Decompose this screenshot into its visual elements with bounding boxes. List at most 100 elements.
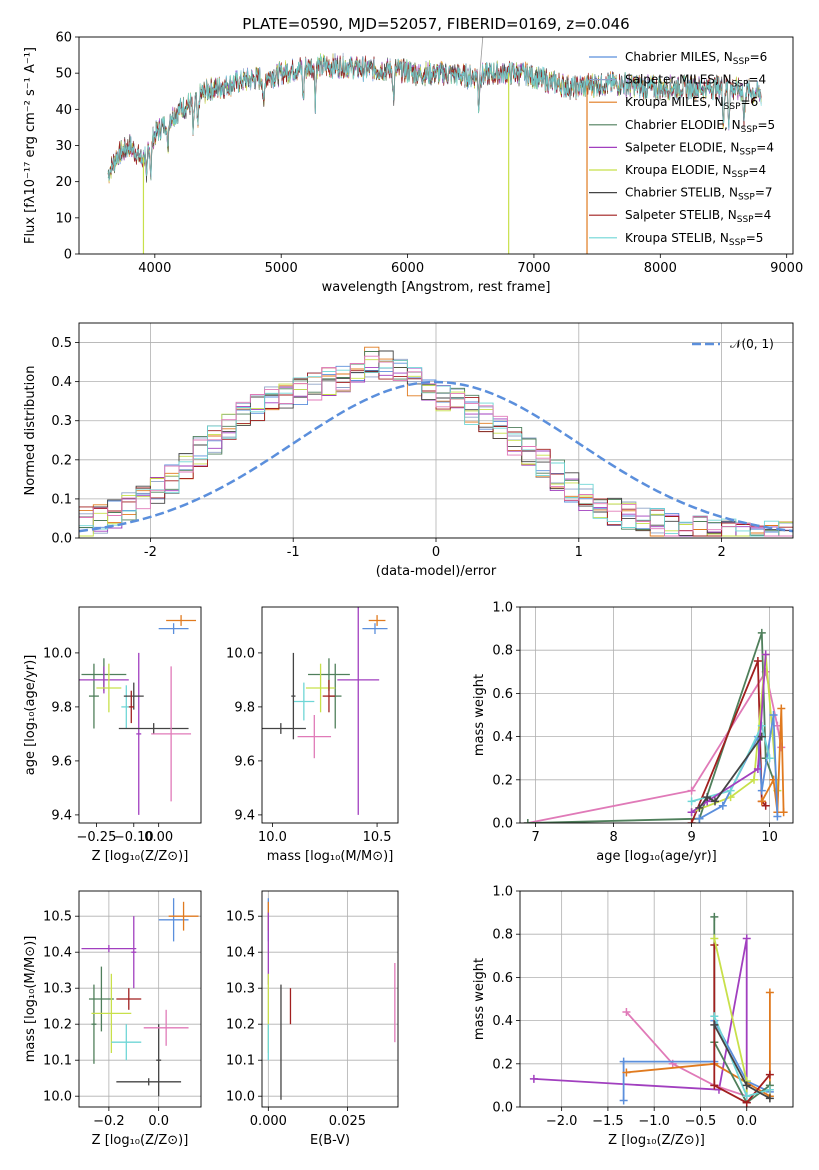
x-tick-label: 4000 <box>138 261 171 276</box>
weight-series <box>695 732 766 812</box>
y-tick-label: 20 <box>55 175 72 190</box>
legend-count: =4 <box>748 163 766 177</box>
errorbar-point <box>291 652 296 740</box>
weight-marker <box>710 1020 719 1029</box>
x-axis-label: (data-model)/error <box>376 564 497 579</box>
errorbar-point <box>156 1024 162 1097</box>
legend-entry: Salpeter ELODIE, NSSP=4 <box>625 140 774 157</box>
weight-marker <box>761 650 770 659</box>
legend-label: Chabrier STELIB, N <box>625 186 738 200</box>
y-tick-label: 10.2 <box>226 1018 255 1033</box>
plot-area <box>520 607 793 823</box>
plot-area <box>262 607 388 815</box>
x-axis-label: mass [log₁₀(M/M⊙)] <box>267 849 394 864</box>
legend-entry: Chabrier ELODIE, NSSP=5 <box>625 118 775 135</box>
panel-spectrum: 4000 5000 6000 7000 8000 9000 0 10 20 30 40 50 60 wav… <box>23 31 803 296</box>
weight-line <box>527 632 775 823</box>
x-tick-label: 9000 <box>770 261 803 276</box>
histogram-series <box>79 355 793 538</box>
legend-subscript: SSP <box>724 102 741 112</box>
panel-weight_vs_age: 7 8 9 10 0.0 0.2 0.4 0.6 0.8 1.0 age [log₁₀(age/yr… <box>472 601 794 864</box>
legend-entry: Chabrier MILES, NSSP=6 <box>625 50 767 67</box>
errorbar-point <box>96 663 122 713</box>
weight-marker <box>765 1085 774 1094</box>
y-tick-label: 0.4 <box>492 1014 513 1029</box>
axes-frame <box>261 890 399 1108</box>
legend-entry: Chabrier STELIB, NSSP=7 <box>625 186 773 203</box>
errorbar-point <box>91 973 132 1053</box>
errorbar-point <box>305 663 336 713</box>
x-axis-label: wavelength [Angstrom, rest frame] <box>322 280 551 295</box>
x-axis-label: E(B-V) <box>310 1133 350 1148</box>
weight-marker <box>523 819 532 823</box>
y-tick-label: 0.4 <box>492 730 513 745</box>
plot-area <box>520 891 793 1107</box>
y-tick-label: 0.3 <box>51 414 72 429</box>
errorbar-point <box>362 623 388 634</box>
errorbar-point <box>81 945 137 953</box>
panel-weight_vs_Z: −2.0 −1.5 −1.0 −0.5 0.0 0.0 0.2 0.4 0.6 0.8 1.0 Z [… <box>472 885 794 1148</box>
legend-count: =7 <box>755 186 773 200</box>
errorbar-point <box>337 607 380 815</box>
legend-label: Salpeter STELIB, N <box>625 208 737 222</box>
weight-marker <box>529 1074 538 1083</box>
panel-age_vs_mass: 10.0 10.5 9.4 9.6 9.8 10.0 mass [log₁₀(M/M⊙)] <box>226 606 399 864</box>
x-tick-label: 0 <box>432 545 440 560</box>
legend-subscript: SSP <box>729 238 746 248</box>
weight-marker <box>695 803 704 812</box>
errorbar-point <box>88 966 114 1032</box>
errorbar-point <box>368 615 386 626</box>
weight-marker <box>761 801 770 810</box>
weight-marker <box>757 797 766 806</box>
x-tick-label: 10.0 <box>258 830 287 845</box>
legend-subscript: SSP <box>738 193 755 203</box>
x-tick-label: −1.5 <box>592 1114 624 1129</box>
y-tick-label: 10.5 <box>43 910 72 925</box>
weight-marker <box>619 1096 628 1105</box>
weight-series <box>523 628 778 823</box>
y-tick-label: 10.1 <box>43 1054 72 1069</box>
legend-count: =6 <box>741 95 759 109</box>
x-axis-label: Z [log₁₀(Z/Z⊙)] <box>92 1133 189 1148</box>
weight-marker <box>765 1094 774 1103</box>
legend-count: =5 <box>757 118 775 132</box>
y-tick-label: 1.0 <box>492 601 513 616</box>
y-tick-label: 9.4 <box>234 808 255 823</box>
weight-marker <box>711 797 719 806</box>
weight-line <box>626 992 771 1098</box>
x-tick-label: 8000 <box>644 261 677 276</box>
y-tick-label: 10.5 <box>226 910 255 925</box>
weight-marker <box>687 819 696 823</box>
axes-frame <box>78 890 202 1108</box>
plot-area <box>79 891 201 1107</box>
legend-label: Salpeter ELODIE, N <box>625 140 739 154</box>
y-tick-label: 0.2 <box>51 453 72 468</box>
x-tick-label: 7 <box>531 830 539 845</box>
x-tick-label: 1 <box>575 545 583 560</box>
weight-marker <box>765 1070 774 1079</box>
legend-subscript: SSP <box>737 215 754 225</box>
x-tick-label: −1.0 <box>638 1114 670 1129</box>
y-tick-label: 60 <box>55 31 72 46</box>
panel-age_vs_Z: −0.25−0.100.00 9.4 9.6 9.8 10.0 Z [log₁₀(Z/Z⊙… <box>23 606 202 864</box>
y-tick-label: 0.6 <box>492 971 513 986</box>
y-tick-label: 10.1 <box>226 1054 255 1069</box>
legend-count: =5 <box>746 231 764 245</box>
errorbar-point <box>166 615 197 626</box>
x-tick-label: 5000 <box>265 261 298 276</box>
y-tick-label: 0.8 <box>492 928 513 943</box>
y-axis-label: mass weight <box>472 674 487 756</box>
legend-count: =4 <box>756 140 774 154</box>
weight-marker <box>695 814 704 823</box>
x-tick-label: 0.0 <box>148 1114 169 1129</box>
y-axis-label: Flux [fλ10⁻¹⁷ erg cm⁻² s⁻¹ A⁻¹] <box>23 47 38 244</box>
plot-area <box>262 891 398 1107</box>
legend-label: Kroupa STELIB, N <box>625 231 729 245</box>
y-tick-label: 0.4 <box>51 375 72 390</box>
spectrum-spike <box>477 37 484 92</box>
y-tick-label: 50 <box>55 67 72 82</box>
panel-mass_vs_Z: −0.2 0.0 10.0 10.1 10.2 10.3 10.4 10.5 Z [log₁₀(… <box>23 890 202 1148</box>
weight-marker <box>769 711 778 719</box>
plot-area <box>107 37 762 254</box>
weight-series <box>710 1020 774 1103</box>
